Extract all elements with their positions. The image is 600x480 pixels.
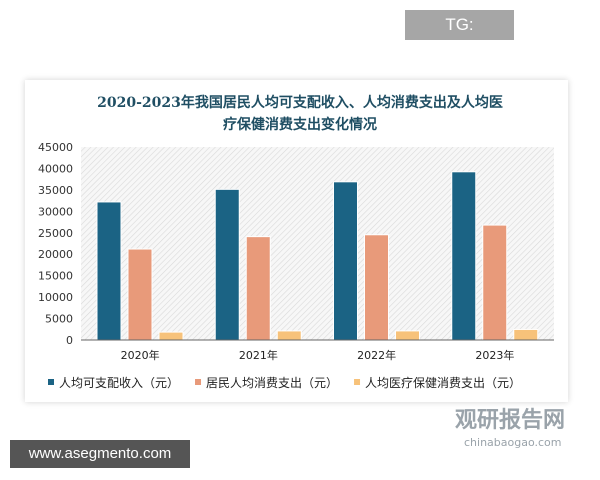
legend-swatch (354, 379, 361, 385)
bar (245, 236, 271, 341)
y-tick-label: 20000 (38, 248, 73, 261)
bar (482, 224, 508, 341)
bar (276, 330, 302, 341)
bar (395, 330, 420, 341)
y-tick-label: 15000 (38, 270, 73, 283)
legend-label: 人均医疗保健消费支出（元） (365, 376, 521, 390)
x-tick-label: 2022年 (357, 348, 396, 362)
y-tick-label: 5000 (45, 313, 73, 326)
chart-title-line2: 疗保健消费支出变化情况 (223, 117, 377, 133)
logo-watermark-url: chinabaogao.com (464, 436, 562, 449)
bar (158, 331, 184, 341)
x-tick-label: 2020年 (121, 348, 160, 362)
legend-label: 人均可支配收入（元） (59, 376, 179, 390)
chart-title-line1: 2020-2023年我国居民人均可支配收入、人均消费支出及人均医 (97, 95, 503, 111)
legend-label: 居民人均消费支出（元） (206, 376, 338, 390)
legend-swatch (195, 379, 202, 385)
y-tick-label: 45000 (38, 141, 73, 154)
y-tick-label: 10000 (38, 291, 73, 304)
bar (333, 181, 358, 341)
site-watermark: www.asegmento.com (10, 440, 190, 468)
y-tick-label: 0 (66, 334, 73, 347)
tg-watermark: TG: MYYJJPP (405, 10, 514, 64)
legend-swatch (48, 379, 54, 385)
bar (96, 201, 122, 341)
chart-title: 2020-2023年我国居民人均可支配收入、人均消费支出及人均医 疗保健消费支出… (0, 92, 600, 136)
y-tick-label: 35000 (38, 184, 73, 197)
logo-watermark: 观研报告网 (455, 408, 566, 433)
bar (513, 328, 539, 341)
y-tick-label: 30000 (38, 205, 73, 218)
x-tick-label: 2021年 (239, 348, 278, 362)
bar (364, 234, 389, 341)
x-tick-label: 2023年 (475, 348, 514, 362)
y-tick-label: 25000 (38, 227, 73, 240)
bar (451, 171, 477, 341)
y-tick-label: 40000 (38, 162, 73, 175)
bar (127, 248, 153, 341)
bar (214, 188, 240, 341)
